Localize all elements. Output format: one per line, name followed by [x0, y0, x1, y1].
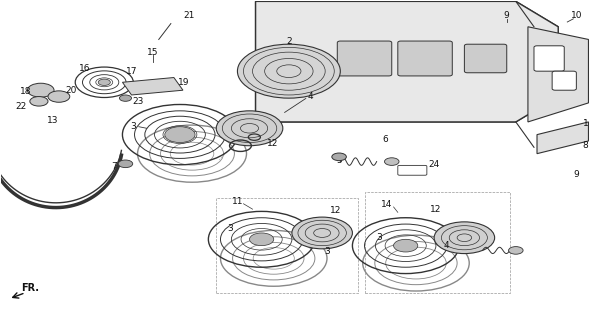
FancyBboxPatch shape: [552, 71, 576, 90]
Text: 22: 22: [15, 101, 26, 111]
Text: 2: 2: [286, 36, 292, 45]
Text: 4: 4: [307, 92, 313, 101]
Circle shape: [393, 239, 418, 252]
Polygon shape: [122, 77, 183, 95]
Text: 1: 1: [582, 119, 589, 128]
Text: 20: 20: [65, 86, 77, 95]
Circle shape: [30, 97, 48, 106]
Circle shape: [119, 95, 131, 101]
Text: 11: 11: [232, 197, 243, 206]
Text: 12: 12: [430, 205, 441, 214]
FancyBboxPatch shape: [337, 41, 392, 76]
Circle shape: [384, 158, 399, 165]
Text: 18: 18: [20, 87, 32, 96]
Text: 4: 4: [443, 241, 449, 250]
Text: 3: 3: [377, 233, 382, 242]
Polygon shape: [528, 27, 589, 122]
Polygon shape: [255, 1, 558, 122]
Text: 17: 17: [126, 67, 137, 76]
Text: 8: 8: [582, 141, 589, 150]
Circle shape: [48, 91, 70, 102]
Text: 3: 3: [324, 247, 330, 257]
Circle shape: [508, 247, 523, 254]
Text: 5: 5: [336, 156, 342, 165]
Text: 3: 3: [131, 122, 136, 131]
Text: 6: 6: [383, 135, 389, 144]
Text: 9: 9: [504, 11, 510, 20]
Circle shape: [216, 111, 283, 146]
Text: 24: 24: [429, 160, 440, 169]
Circle shape: [118, 160, 133, 168]
Text: 13: 13: [47, 116, 58, 125]
Text: 9: 9: [573, 170, 579, 179]
Text: FR.: FR.: [21, 284, 40, 293]
Circle shape: [165, 127, 195, 142]
Text: 3: 3: [227, 224, 233, 233]
Text: 15: 15: [147, 48, 159, 57]
Circle shape: [238, 44, 340, 98]
Text: 14: 14: [381, 200, 392, 209]
FancyBboxPatch shape: [398, 41, 452, 76]
Text: 10: 10: [570, 11, 582, 20]
FancyBboxPatch shape: [465, 44, 506, 73]
Circle shape: [292, 217, 353, 249]
Text: 12: 12: [267, 139, 278, 148]
Circle shape: [434, 222, 495, 253]
Text: 7: 7: [112, 162, 117, 171]
Text: 23: 23: [132, 97, 143, 106]
FancyBboxPatch shape: [534, 46, 564, 71]
Text: 16: 16: [79, 64, 91, 73]
Circle shape: [98, 79, 110, 85]
Text: 19: 19: [178, 78, 190, 87]
FancyBboxPatch shape: [398, 165, 427, 175]
Circle shape: [249, 233, 274, 246]
Circle shape: [27, 83, 54, 97]
Polygon shape: [537, 122, 589, 154]
Text: 12: 12: [330, 206, 342, 215]
Circle shape: [332, 153, 347, 161]
Text: 21: 21: [184, 11, 195, 20]
